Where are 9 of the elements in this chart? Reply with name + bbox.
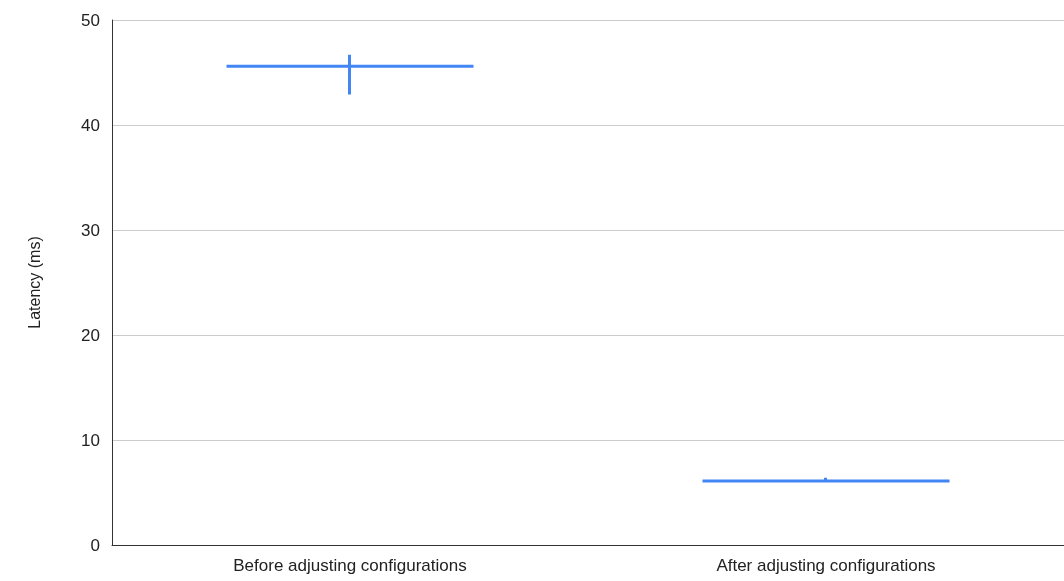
y-tick-label: 0	[90, 535, 100, 555]
y-tick-label: 20	[81, 325, 100, 345]
y-axis-title: Latency (ms)	[25, 236, 43, 329]
y-tick-label: 40	[81, 115, 100, 135]
x-tick-label: Before adjusting configurations	[233, 556, 467, 575]
y-tick-label: 10	[81, 430, 100, 450]
y-tick-label: 30	[81, 220, 100, 240]
y-tick-label: 50	[81, 10, 100, 30]
x-tick-label: After adjusting configurations	[716, 556, 936, 575]
